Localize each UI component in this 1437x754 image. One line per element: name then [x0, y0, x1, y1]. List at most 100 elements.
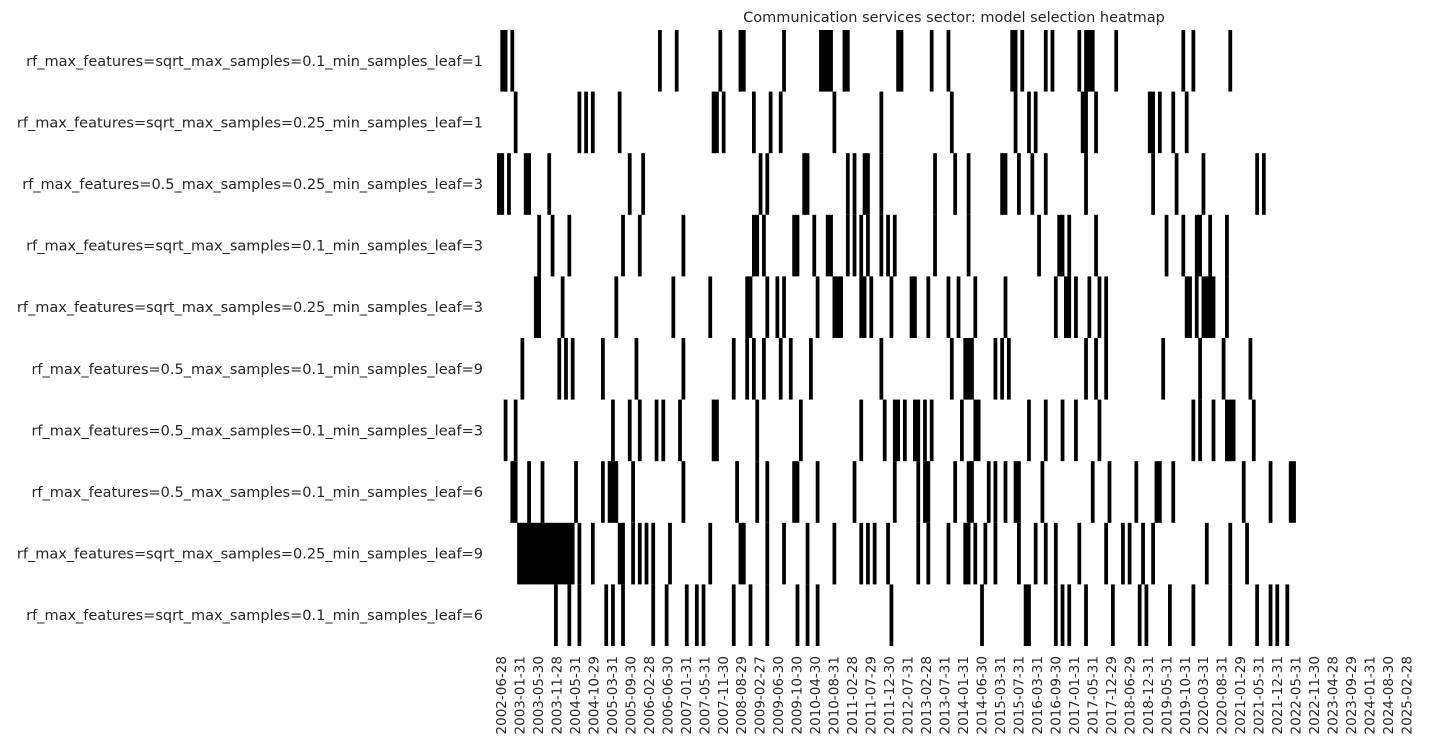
heatmap-cell-r0-c53 — [674, 30, 679, 92]
heatmap-cell-r6-c129 — [929, 399, 934, 462]
heatmap-cell-r8-c44 — [644, 522, 649, 585]
heatmap-cell-r9-c89 — [795, 584, 800, 646]
heatmap-cell-r2-c39 — [627, 153, 632, 215]
heatmap-cell-r1-c197 — [1157, 91, 1162, 154]
heatmap-cell-r8-c19 — [560, 522, 565, 585]
heatmap-cell-r6-c163 — [1043, 399, 1048, 462]
heatmap-cell-r6-c218 — [1228, 399, 1233, 462]
heatmap-cell-r4-c181 — [1104, 276, 1109, 338]
x-tick-label-34: 2018-06-29 — [1122, 656, 1138, 734]
heatmap-cell-r2-c159 — [1030, 153, 1035, 215]
heatmap-cell-r9-c75 — [748, 584, 753, 646]
heatmap-cell-r8-c188 — [1127, 522, 1132, 585]
heatmap-cell-r2-c0 — [497, 153, 501, 215]
heatmap-cell-r4-c19 — [560, 276, 565, 338]
heatmap-cell-r2-c195 — [1151, 153, 1155, 215]
heatmap-cell-r9-c166 — [1053, 584, 1058, 646]
x-tick-label-27: 2015-03-31 — [993, 656, 1009, 734]
heatmap-cell-r8-c10 — [530, 522, 535, 585]
heatmap-cell-r7-c34 — [611, 461, 615, 523]
heatmap-cell-r3-c178 — [1094, 214, 1098, 277]
heatmap-cell-r4-c85 — [782, 276, 786, 338]
heatmap-cell-r2-c228 — [1261, 153, 1266, 215]
heatmap-cell-r4-c213 — [1211, 276, 1216, 338]
heatmap-cell-r3-c161 — [1037, 214, 1041, 277]
row-label-3: rf_max_features=sqrt_max_samples=0.1_min… — [26, 239, 483, 255]
x-tick-label-32: 2017-05-31 — [1085, 656, 1101, 734]
heatmap-cell-r2-c202 — [1174, 153, 1179, 215]
x-tick-label-46: 2023-09-29 — [1344, 656, 1360, 734]
x-tick-label-8: 2006-02-28 — [642, 656, 658, 734]
heatmap-cell-r2-c150 — [1000, 153, 1005, 215]
x-tick-label-3: 2003-11-28 — [549, 656, 565, 734]
heatmap-cell-r6-c119 — [896, 399, 901, 462]
heatmap-cell-r7-c9 — [527, 461, 531, 523]
heatmap-cell-r1-c100 — [832, 91, 837, 154]
heatmap-cell-r9-c235 — [1285, 584, 1290, 646]
heatmap-cell-r7-c236 — [1288, 461, 1293, 523]
heatmap-cell-r0-c96 — [819, 30, 823, 92]
x-tick-label-44: 2022-11-30 — [1307, 656, 1323, 734]
heatmap-cell-r1-c5 — [513, 91, 518, 154]
heatmap-cell-r8-c80 — [765, 522, 770, 585]
heatmap-cell-r9-c50 — [664, 584, 669, 646]
heatmap-cell-r4-c172 — [1074, 276, 1078, 338]
heatmap-cell-r0-c2 — [503, 30, 508, 92]
heatmap-cell-r3-c118 — [892, 214, 897, 277]
heatmap-cell-r0-c165 — [1050, 30, 1055, 92]
heatmap-cell-r8-c40 — [631, 522, 635, 585]
row-label-4: rf_max_features=sqrt_max_samples=0.25_mi… — [17, 300, 483, 316]
heatmap-cell-r8-c6 — [517, 522, 521, 585]
heatmap-cell-r2-c15 — [547, 153, 552, 215]
heatmap-cell-r3-c209 — [1198, 214, 1202, 277]
heatmap-cell-r9-c157 — [1023, 584, 1028, 646]
heatmap-cell-r0-c184 — [1114, 30, 1119, 92]
heatmap-cell-r8-c192 — [1141, 522, 1145, 585]
heatmap-cell-r9-c34 — [611, 584, 615, 646]
heatmap-cell-r6-c125 — [916, 399, 921, 462]
x-tick-label-37: 2019-10-31 — [1178, 656, 1194, 734]
x-tick-label-29: 2016-03-31 — [1030, 656, 1046, 734]
heatmap-cell-r8-c160 — [1033, 522, 1038, 585]
heatmap-cell-r8-c11 — [533, 522, 538, 585]
heatmap-cell-r0-c66 — [718, 30, 723, 92]
heatmap-cell-r4-c137 — [956, 276, 961, 338]
heatmap-cell-r9-c168 — [1060, 584, 1065, 646]
heatmap-cell-r3-c204 — [1181, 214, 1186, 277]
heatmap-cell-r8-c128 — [926, 522, 931, 585]
heatmap-cell-r8-c17 — [554, 522, 558, 585]
heatmap-cell-r2-c226 — [1255, 153, 1260, 215]
heatmap-cell-r7-c127 — [923, 461, 927, 523]
heatmap-cell-r3-c199 — [1164, 214, 1169, 277]
heatmap-cell-r1-c178 — [1094, 91, 1098, 154]
x-tick-label-47: 2024-01-31 — [1363, 656, 1379, 734]
heatmap-cell-r7-c5 — [513, 461, 518, 523]
heatmap-cell-r3-c110 — [866, 214, 870, 277]
heatmap-cell-r5-c87 — [788, 338, 793, 400]
heatmap-cell-r0-c119 — [896, 30, 901, 92]
heatmap-cell-r4-c75 — [748, 276, 753, 338]
x-tick-label-33: 2017-12-29 — [1104, 656, 1120, 734]
heatmap-cell-r4-c169 — [1064, 276, 1068, 338]
heatmap-cell-r3-c106 — [852, 214, 857, 277]
heatmap-cell-r7-c118 — [892, 461, 897, 523]
heatmap-cell-r6-c2 — [503, 399, 508, 462]
heatmap-cell-r4-c166 — [1053, 276, 1058, 338]
row-label-5: rf_max_features=0.5_max_samples=0.1_min_… — [31, 362, 483, 378]
heatmap-cell-r7-c40 — [631, 461, 635, 523]
heatmap-cell-r0-c175 — [1084, 30, 1088, 92]
heatmap-cell-r2-c8 — [523, 153, 528, 215]
heatmap-cell-r4-c52 — [671, 276, 676, 338]
heatmap-cell-r8-c28 — [590, 522, 595, 585]
heatmap-cell-r2-c210 — [1201, 153, 1206, 215]
heatmap-cell-r5-c209 — [1198, 338, 1202, 400]
heatmap-cell-r4-c134 — [946, 276, 951, 338]
heatmap-cell-r7-c106 — [852, 461, 857, 523]
heatmap-cell-r0-c104 — [845, 30, 850, 92]
heatmap-cell-r9-c61 — [701, 584, 706, 646]
heatmap-cell-r2-c155 — [1017, 153, 1021, 215]
heatmap-cell-r5-c76 — [751, 338, 756, 400]
heatmap-cell-r7-c177 — [1090, 461, 1095, 523]
heatmap-cell-r5-c20 — [564, 338, 568, 400]
